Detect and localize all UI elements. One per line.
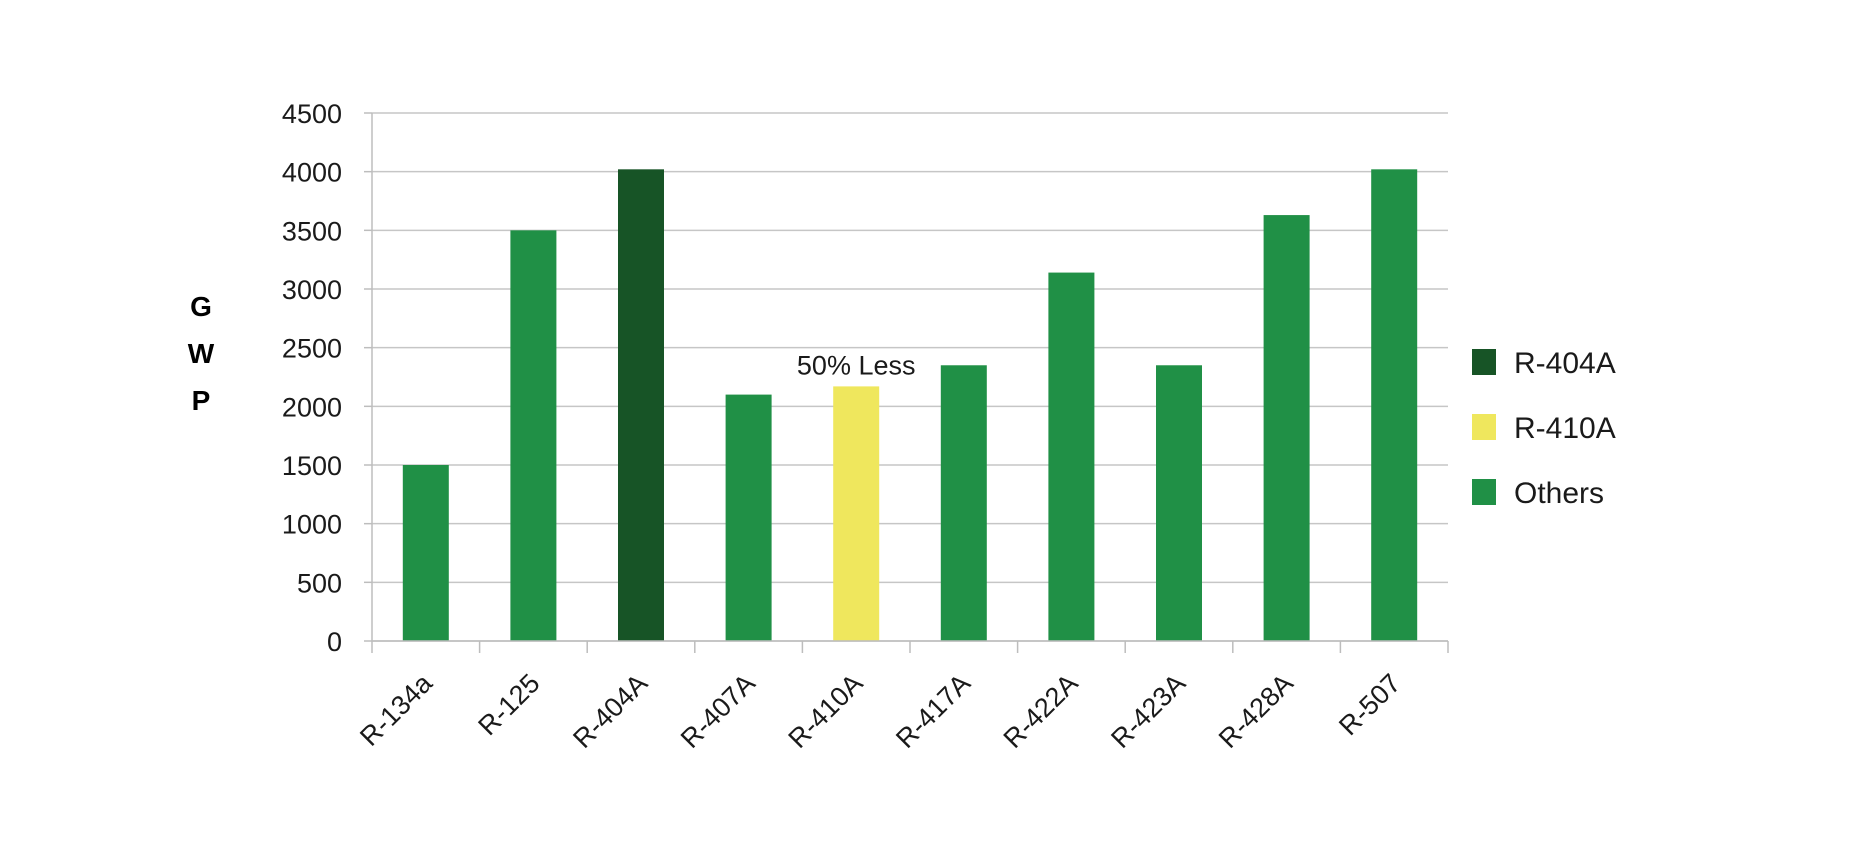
- bar-r-410a: [833, 386, 880, 641]
- x-tick-label: R-410A: [782, 668, 868, 754]
- y-tick-label: 0: [327, 627, 342, 657]
- bar-r-125: [510, 230, 557, 642]
- legend-label: R-410A: [1514, 412, 1616, 445]
- bar-r-134a: [402, 465, 449, 641]
- x-tick-label: R-125: [472, 668, 545, 741]
- y-axis-label-letter: P: [192, 385, 211, 416]
- y-tick-label: 1000: [282, 510, 342, 540]
- legend-label: R-404A: [1514, 347, 1616, 380]
- x-tick-label: R-417A: [890, 668, 976, 754]
- annotation: 50% Less: [797, 350, 916, 380]
- bar-r-407a: [725, 394, 772, 641]
- legend-swatch: [1472, 349, 1496, 375]
- x-tick-label: R-404A: [567, 668, 653, 754]
- x-tick-label: R-507: [1333, 668, 1406, 741]
- bar-r-423a: [1156, 365, 1202, 641]
- x-tick-label: R-423A: [1105, 668, 1191, 754]
- x-axis-labels: R-134a R-125 R-404A R-407A R-410A R-417A R-422…: [354, 667, 1406, 754]
- y-axis-label-letter: W: [188, 338, 215, 369]
- bar-r-422a: [1048, 272, 1095, 641]
- legend-swatch: [1472, 414, 1496, 440]
- y-axis-ticks: 0 500 1000 1500 2000 2500 3000 3500 4000 4500: [282, 99, 373, 657]
- y-tick-label: 3500: [282, 216, 342, 246]
- x-tick-label: R-134a: [354, 667, 439, 752]
- x-tick-label: R-422A: [998, 668, 1084, 754]
- x-tick-label: R-407A: [675, 668, 761, 754]
- y-tick-label: 500: [297, 568, 342, 598]
- x-axis: [371, 640, 1449, 653]
- y-tick-label: 2000: [282, 392, 342, 422]
- y-tick-label: 4000: [282, 158, 342, 188]
- legend-label: Others: [1514, 477, 1604, 510]
- y-tick-label: 1500: [282, 451, 342, 481]
- legend-swatch: [1472, 479, 1496, 505]
- x-tick-label: R-428A: [1213, 668, 1299, 754]
- y-tick-label: 2500: [282, 334, 342, 364]
- bar-r-428a: [1263, 215, 1310, 641]
- y-tick-label: 4500: [282, 99, 342, 129]
- y-axis-label-letter: G: [190, 291, 212, 322]
- bar-r-507: [1371, 169, 1418, 641]
- bars: [402, 169, 1418, 642]
- annotation-text: 50% Less: [797, 350, 916, 380]
- bar-r-417a: [940, 365, 987, 641]
- bar-r-404a: [618, 169, 664, 641]
- y-tick-label: 3000: [282, 275, 342, 305]
- y-axis-label: GWP: [188, 291, 215, 416]
- legend: R-404A R-410A Others: [1472, 347, 1616, 510]
